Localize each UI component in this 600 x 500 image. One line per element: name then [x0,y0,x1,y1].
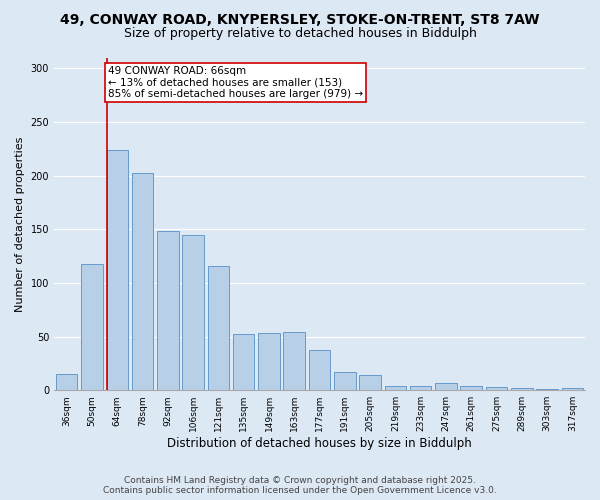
Bar [334,372,356,390]
Text: 49, CONWAY ROAD, KNYPERSLEY, STOKE-ON-TRENT, ST8 7AW: 49, CONWAY ROAD, KNYPERSLEY, STOKE-ON-TR… [60,12,540,26]
Bar [157,232,179,390]
Bar [486,387,507,390]
X-axis label: Distribution of detached houses by size in Biddulph: Distribution of detached houses by size … [167,437,472,450]
Text: Contains HM Land Registry data © Crown copyright and database right 2025.
Contai: Contains HM Land Registry data © Crown c… [103,476,497,495]
Bar [283,332,305,390]
Bar [435,382,457,390]
Bar [233,334,254,390]
Bar [258,334,280,390]
Bar [309,350,330,390]
Bar [359,375,381,390]
Bar [182,234,204,390]
Bar [56,374,77,390]
Bar [132,174,153,390]
Bar [107,150,128,390]
Bar [511,388,533,390]
Bar [562,388,583,390]
Bar [410,386,431,390]
Text: Size of property relative to detached houses in Biddulph: Size of property relative to detached ho… [124,28,476,40]
Bar [81,264,103,390]
Bar [208,266,229,390]
Y-axis label: Number of detached properties: Number of detached properties [15,136,25,312]
Bar [460,386,482,390]
Bar [385,386,406,390]
Bar [536,389,558,390]
Text: 49 CONWAY ROAD: 66sqm
← 13% of detached houses are smaller (153)
85% of semi-det: 49 CONWAY ROAD: 66sqm ← 13% of detached … [108,66,363,100]
